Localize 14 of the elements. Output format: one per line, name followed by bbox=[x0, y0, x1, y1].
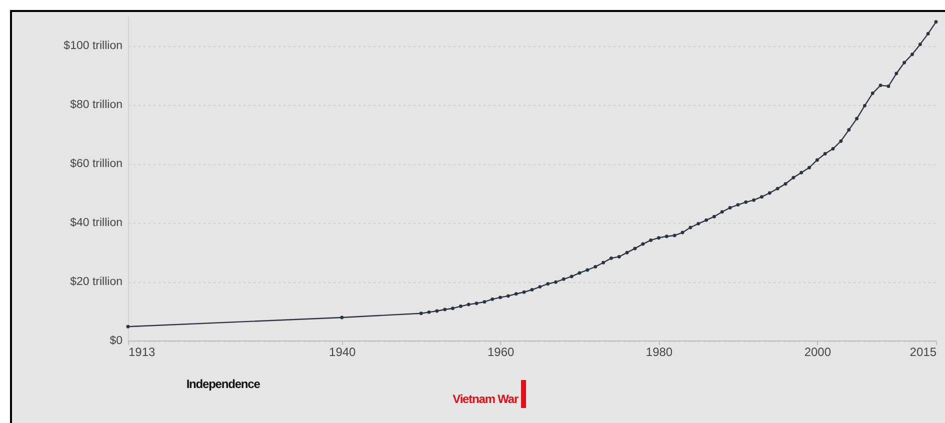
y-tick-label: $60 trillion bbox=[70, 158, 122, 170]
text: Vietnam War bbox=[452, 392, 518, 406]
x-tick-label: 1913 bbox=[128, 345, 156, 359]
y-tick-label: $100 trillion bbox=[64, 40, 122, 52]
y-tick-label: $0 bbox=[110, 335, 122, 347]
y-tick-label: $20 trillion bbox=[70, 276, 122, 288]
x-tick-label: 1980 bbox=[646, 345, 673, 359]
text: Independence bbox=[186, 377, 260, 391]
x-tick-label: 1960 bbox=[487, 345, 514, 359]
x-tick-label: 1940 bbox=[329, 345, 356, 359]
y-tick-label: $40 trillion bbox=[70, 217, 122, 229]
x-tick-label: 2000 bbox=[804, 345, 832, 359]
y-tick-label: $80 trillion bbox=[70, 99, 122, 111]
x-tick-label: 2015 bbox=[910, 345, 937, 359]
